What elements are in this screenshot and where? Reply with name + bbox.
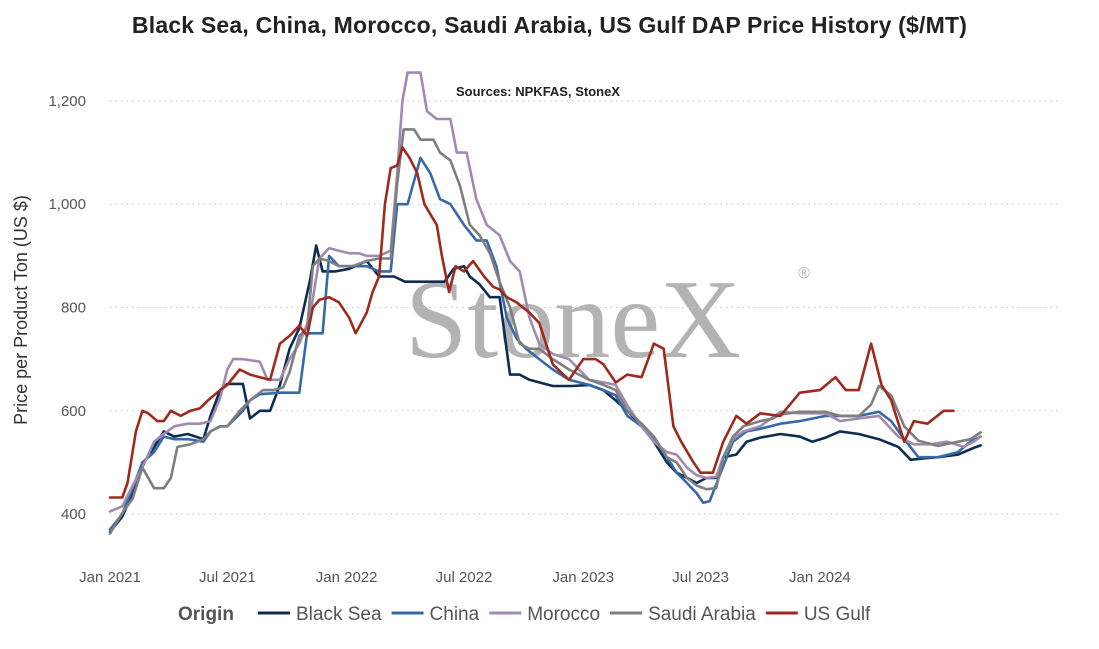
chart-subtitle: Sources: NPKFAS, StoneX [456,84,620,99]
legend-item-us-gulf: US Gulf [804,604,871,625]
series-lines [108,71,983,535]
x-tick-label: Jan 2022 [316,569,378,586]
x-tick-label: Jul 2021 [199,569,256,586]
legend-item-morocco: Morocco [527,604,600,625]
x-axis-ticks: Jan 2021 Jul 2021 Jan 2022 Jul 2022 Jan 2023… [79,569,851,586]
watermark-text: StoneX [405,258,741,382]
legend-item-black-sea: Black Sea [296,604,382,625]
y-tick-label: 400 [61,506,86,523]
legend-title: Origin [178,604,234,625]
series-line-black-sea [108,244,983,534]
y-tick-label: 600 [61,403,86,420]
legend: Origin Black Sea China Morocco Saudi Arabia… [178,604,871,625]
watermark: StoneX ® [405,258,810,382]
legend-item-china: China [430,604,480,625]
y-tick-label: 1,000 [48,196,86,213]
y-tick-label: 800 [61,300,86,317]
legend-item-saudi-arabia: Saudi Arabia [648,604,756,625]
watermark-registered-mark: ® [798,265,810,282]
y-axis-ticks: 400 600 800 1,000 1,200 [48,93,86,523]
chart-title: Black Sea, China, Morocco, Saudi Arabia,… [131,12,968,38]
x-tick-label: Jan 2023 [552,569,614,586]
series-line-us-gulf [108,146,955,499]
series-line-china [108,156,983,531]
y-tick-label: 1,200 [48,93,86,110]
x-tick-label: Jan 2024 [789,569,851,586]
x-tick-label: Jul 2023 [672,569,729,586]
x-tick-label: Jul 2022 [436,569,493,586]
x-tick-label: Jan 2021 [79,569,141,586]
y-axis-label: Price per Product Ton (US $) [11,195,31,425]
